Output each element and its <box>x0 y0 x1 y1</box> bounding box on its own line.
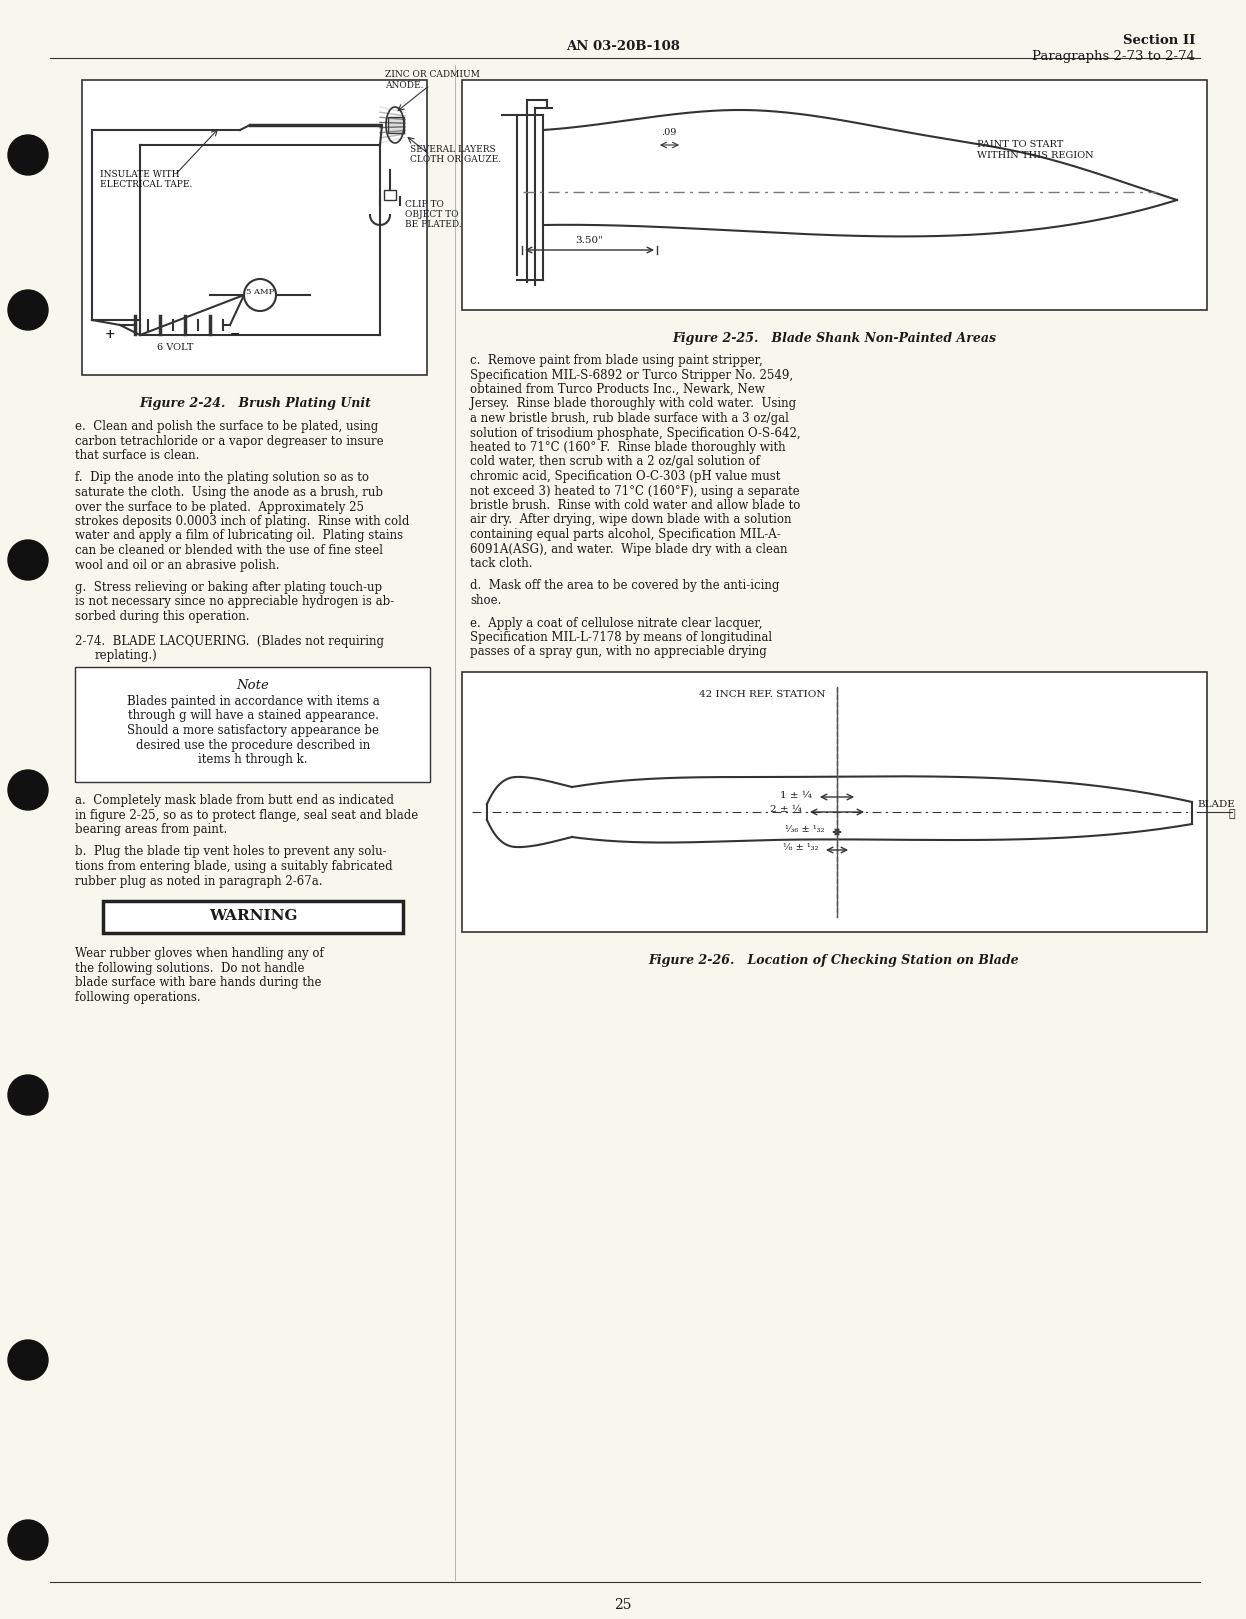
Text: d.  Mask off the area to be covered by the anti-icing: d. Mask off the area to be covered by th… <box>470 580 780 593</box>
Text: bearing areas from paint.: bearing areas from paint. <box>75 822 227 835</box>
Text: rubber plug as noted in paragraph 2-67a.: rubber plug as noted in paragraph 2-67a. <box>75 874 323 887</box>
Text: chromic acid, Specification O-C-303 (pH value must: chromic acid, Specification O-C-303 (pH … <box>470 470 780 482</box>
Text: INSULATE WITH: INSULATE WITH <box>100 170 179 180</box>
Text: strokes deposits 0.0003 inch of plating.  Rinse with cold: strokes deposits 0.0003 inch of plating.… <box>75 515 410 528</box>
Text: carbon tetrachloride or a vapor degreaser to insure: carbon tetrachloride or a vapor degrease… <box>75 434 384 447</box>
Text: shoe.: shoe. <box>470 594 501 607</box>
Text: 25: 25 <box>614 1598 632 1613</box>
Text: 2 ± ¼: 2 ± ¼ <box>770 806 802 814</box>
Text: ⅓₆ ± ¹₃₂: ⅓₆ ± ¹₃₂ <box>785 826 824 834</box>
Text: wool and oil or an abrasive polish.: wool and oil or an abrasive polish. <box>75 559 279 572</box>
Text: OBJECT TO: OBJECT TO <box>405 210 459 219</box>
Text: 5 AMP: 5 AMP <box>245 288 274 296</box>
Text: .09: .09 <box>662 128 677 138</box>
Text: bristle brush.  Rinse with cold water and allow blade to: bristle brush. Rinse with cold water and… <box>470 499 800 512</box>
Text: Blades painted in accordance with items a: Blades painted in accordance with items … <box>127 695 379 708</box>
Text: WITHIN THIS REGION: WITHIN THIS REGION <box>977 151 1094 160</box>
Text: CLOTH OR GAUZE.: CLOTH OR GAUZE. <box>410 155 501 164</box>
Text: can be cleaned or blended with the use of fine steel: can be cleaned or blended with the use o… <box>75 544 383 557</box>
Text: c.  Remove paint from blade using paint stripper,: c. Remove paint from blade using paint s… <box>470 355 763 368</box>
Text: water and apply a film of lubricating oil.  Plating stains: water and apply a film of lubricating oi… <box>75 529 404 542</box>
Text: Note: Note <box>237 678 269 691</box>
Circle shape <box>7 1520 49 1561</box>
Text: −: − <box>229 329 240 342</box>
Circle shape <box>7 771 49 810</box>
Bar <box>75 667 430 782</box>
Text: the following solutions.  Do not handle: the following solutions. Do not handle <box>75 962 304 975</box>
Text: sorbed during this operation.: sorbed during this operation. <box>75 610 249 623</box>
Text: ℄: ℄ <box>1229 810 1235 819</box>
Text: Figure 2-25.   Blade Shank Non-Painted Areas: Figure 2-25. Blade Shank Non-Painted Are… <box>672 332 996 345</box>
Text: ZINC OR CADMIUM: ZINC OR CADMIUM <box>385 70 480 79</box>
Text: Figure 2-26.   Location of Checking Station on Blade: Figure 2-26. Location of Checking Statio… <box>649 954 1019 967</box>
Text: in figure 2-25, so as to protect flange, seal seat and blade: in figure 2-25, so as to protect flange,… <box>75 808 419 821</box>
Text: ELECTRICAL TAPE.: ELECTRICAL TAPE. <box>100 180 192 189</box>
Text: solution of trisodium phosphate, Specification O-S-642,: solution of trisodium phosphate, Specifi… <box>470 426 801 439</box>
Text: over the surface to be plated.  Approximately 25: over the surface to be plated. Approxima… <box>75 500 364 513</box>
Text: Jersey.  Rinse blade thoroughly with cold water.  Using: Jersey. Rinse blade thoroughly with cold… <box>470 398 796 411</box>
Text: replating.): replating.) <box>95 649 158 662</box>
Text: +: + <box>105 329 116 342</box>
Text: WARNING: WARNING <box>209 908 298 923</box>
Text: Paragraphs 2-73 to 2-74: Paragraphs 2-73 to 2-74 <box>1032 50 1195 63</box>
Text: Should a more satisfactory appearance be: Should a more satisfactory appearance be <box>127 724 379 737</box>
Bar <box>103 902 402 933</box>
Text: saturate the cloth.  Using the anode as a brush, rub: saturate the cloth. Using the anode as a… <box>75 486 383 499</box>
Text: items h through k.: items h through k. <box>198 753 308 766</box>
Text: that surface is clean.: that surface is clean. <box>75 448 199 461</box>
Text: SEVERAL LAYERS: SEVERAL LAYERS <box>410 146 496 154</box>
Text: e.  Apply a coat of cellulose nitrate clear lacquer,: e. Apply a coat of cellulose nitrate cle… <box>470 617 763 630</box>
Bar <box>462 79 1207 309</box>
Text: Section II: Section II <box>1123 34 1195 47</box>
Text: 6 VOLT: 6 VOLT <box>157 343 193 351</box>
Text: obtained from Turco Products Inc., Newark, New: obtained from Turco Products Inc., Newar… <box>470 384 765 397</box>
Text: desired use the procedure described in: desired use the procedure described in <box>136 738 370 751</box>
Text: heated to 71°C (160° F.  Rinse blade thoroughly with: heated to 71°C (160° F. Rinse blade thor… <box>470 440 786 453</box>
Text: 1 ± ¼: 1 ± ¼ <box>780 790 812 800</box>
Text: cold water, then scrub with a 2 oz/gal solution of: cold water, then scrub with a 2 oz/gal s… <box>470 455 760 468</box>
Bar <box>82 79 427 376</box>
Text: CLIP TO: CLIP TO <box>405 201 444 209</box>
Circle shape <box>7 1075 49 1115</box>
Text: BLADE: BLADE <box>1197 800 1235 810</box>
Text: is not necessary since no appreciable hydrogen is ab-: is not necessary since no appreciable hy… <box>75 596 394 609</box>
Bar <box>388 117 404 133</box>
Text: e.  Clean and polish the surface to be plated, using: e. Clean and polish the surface to be pl… <box>75 419 379 432</box>
Text: ANODE.: ANODE. <box>385 81 424 91</box>
Text: passes of a spray gun, with no appreciable drying: passes of a spray gun, with no appreciab… <box>470 646 766 659</box>
Circle shape <box>7 134 49 175</box>
Text: containing equal parts alcohol, Specification MIL-A-: containing equal parts alcohol, Specific… <box>470 528 781 541</box>
Text: 6091A(ASG), and water.  Wipe blade dry with a clean: 6091A(ASG), and water. Wipe blade dry wi… <box>470 542 787 555</box>
Text: Figure 2-24.   Brush Plating Unit: Figure 2-24. Brush Plating Unit <box>140 397 371 410</box>
Circle shape <box>7 1341 49 1379</box>
Bar <box>384 189 396 201</box>
Bar <box>462 672 1207 933</box>
Text: Specification MIL-S-6892 or Turco Stripper No. 2549,: Specification MIL-S-6892 or Turco Stripp… <box>470 369 794 382</box>
Text: f.  Dip the anode into the plating solution so as to: f. Dip the anode into the plating soluti… <box>75 471 369 484</box>
Text: 3.50": 3.50" <box>576 236 603 244</box>
Text: Wear rubber gloves when handling any of: Wear rubber gloves when handling any of <box>75 947 324 960</box>
Text: 42 INCH REF. STATION: 42 INCH REF. STATION <box>699 690 825 699</box>
Text: through g will have a stained appearance.: through g will have a stained appearance… <box>127 709 379 722</box>
Text: b.  Plug the blade tip vent holes to prevent any solu-: b. Plug the blade tip vent holes to prev… <box>75 845 386 858</box>
Text: BE PLATED.: BE PLATED. <box>405 220 461 228</box>
Text: tions from entering blade, using a suitably fabricated: tions from entering blade, using a suita… <box>75 860 392 873</box>
Text: tack cloth.: tack cloth. <box>470 557 532 570</box>
Text: PAINT TO START: PAINT TO START <box>977 139 1063 149</box>
Text: a.  Completely mask blade from butt end as indicated: a. Completely mask blade from butt end a… <box>75 793 394 806</box>
Text: Specification MIL-L-7178 by means of longitudinal: Specification MIL-L-7178 by means of lon… <box>470 631 773 644</box>
Text: not exceed 3) heated to 71°C (160°F), using a separate: not exceed 3) heated to 71°C (160°F), us… <box>470 484 800 497</box>
Circle shape <box>7 541 49 580</box>
Text: blade surface with bare hands during the: blade surface with bare hands during the <box>75 976 321 989</box>
Text: AN 03-20B-108: AN 03-20B-108 <box>566 40 680 53</box>
Text: ⅛ ± ¹₃₂: ⅛ ± ¹₃₂ <box>782 843 819 853</box>
Text: following operations.: following operations. <box>75 991 201 1004</box>
Circle shape <box>244 278 277 311</box>
Text: air dry.  After drying, wipe down blade with a solution: air dry. After drying, wipe down blade w… <box>470 513 791 526</box>
Circle shape <box>7 290 49 330</box>
Text: 2-74.  BLADE LACQUERING.  (Blades not requiring: 2-74. BLADE LACQUERING. (Blades not requ… <box>75 635 384 648</box>
Text: g.  Stress relieving or baking after plating touch-up: g. Stress relieving or baking after plat… <box>75 581 383 594</box>
Text: a new bristle brush, rub blade surface with a 3 oz/gal: a new bristle brush, rub blade surface w… <box>470 411 789 426</box>
